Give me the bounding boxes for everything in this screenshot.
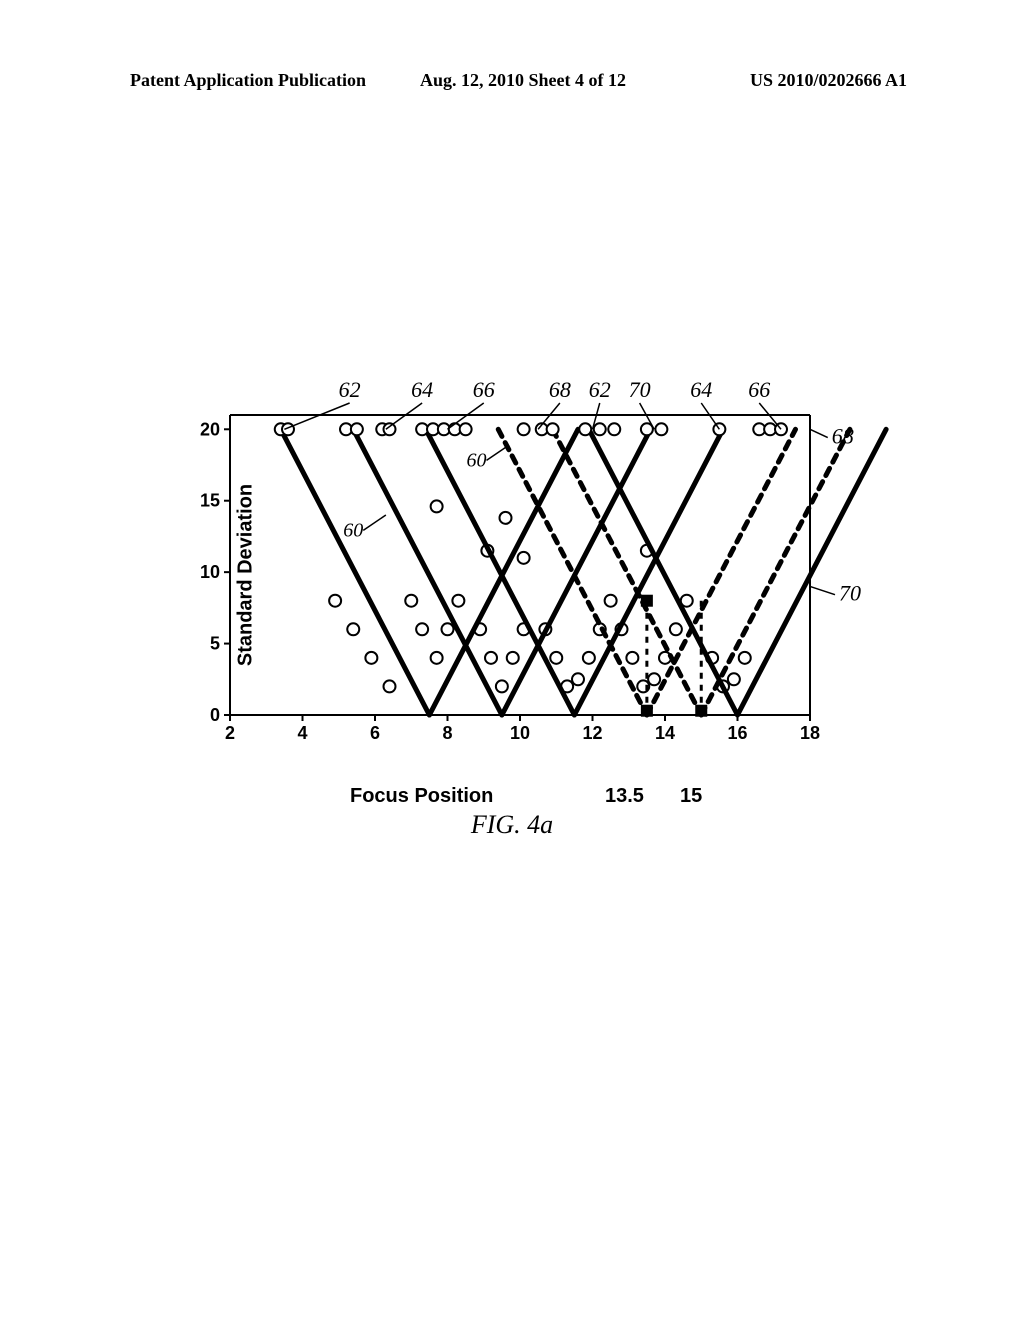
figure-caption: FIG. 4a [471, 810, 553, 840]
svg-text:0: 0 [210, 705, 220, 725]
svg-text:60: 60 [467, 449, 487, 471]
svg-text:20: 20 [200, 419, 220, 439]
svg-text:12: 12 [582, 723, 602, 743]
x-axis-extra-a: 13.5 [605, 785, 644, 808]
svg-text:15: 15 [200, 491, 220, 511]
header-center: Aug. 12, 2010 Sheet 4 of 12 [420, 70, 626, 91]
svg-text:62: 62 [339, 377, 361, 402]
svg-text:64: 64 [411, 377, 433, 402]
x-axis-extra-b: 15 [680, 785, 702, 808]
svg-text:68: 68 [832, 424, 854, 449]
svg-text:10: 10 [200, 562, 220, 582]
svg-text:16: 16 [727, 723, 747, 743]
svg-text:66: 66 [473, 377, 495, 402]
svg-text:8: 8 [442, 723, 452, 743]
svg-text:2: 2 [225, 723, 235, 743]
svg-text:4: 4 [297, 723, 307, 743]
chart: Standard Deviation 246810121416180510152… [210, 415, 810, 735]
svg-text:5: 5 [210, 634, 220, 654]
svg-text:70: 70 [629, 377, 651, 402]
svg-text:6: 6 [370, 723, 380, 743]
svg-text:62: 62 [589, 377, 611, 402]
svg-text:10: 10 [510, 723, 530, 743]
svg-text:64: 64 [690, 377, 712, 402]
chart-svg: 2468101214161805101520626466686270646668… [190, 385, 830, 765]
svg-text:60: 60 [343, 519, 363, 541]
svg-text:14: 14 [655, 723, 675, 743]
header-right: US 2010/0202666 A1 [750, 70, 907, 91]
svg-text:70: 70 [839, 581, 861, 606]
svg-text:66: 66 [748, 377, 770, 402]
header-left: Patent Application Publication [130, 70, 366, 91]
svg-text:18: 18 [800, 723, 820, 743]
svg-text:68: 68 [549, 377, 571, 402]
x-axis-label: Focus Position [350, 785, 493, 808]
